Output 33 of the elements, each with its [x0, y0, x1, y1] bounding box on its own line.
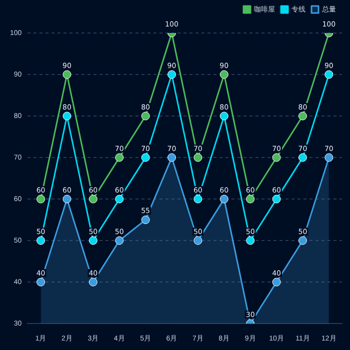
point [36, 278, 46, 286]
point [62, 112, 72, 120]
point [167, 153, 176, 162]
point [141, 216, 150, 224]
point [194, 153, 202, 162]
point [141, 112, 150, 120]
point [324, 70, 334, 79]
point [246, 194, 255, 204]
point [167, 70, 176, 79]
point [115, 153, 124, 162]
point [115, 194, 124, 204]
point [62, 194, 72, 204]
point [220, 112, 228, 120]
point [88, 194, 98, 204]
point [115, 236, 124, 245]
point [272, 194, 281, 204]
point [220, 194, 228, 204]
point [88, 278, 98, 286]
point [298, 236, 307, 245]
point [220, 70, 228, 79]
point [272, 153, 281, 162]
point [194, 236, 202, 245]
point [36, 236, 46, 245]
point [36, 194, 46, 204]
point [272, 278, 281, 286]
point [324, 153, 334, 162]
point [88, 236, 98, 245]
point [141, 153, 150, 162]
point [246, 236, 255, 245]
point [62, 70, 72, 79]
point [298, 112, 307, 120]
point [298, 153, 307, 162]
point [194, 194, 202, 204]
